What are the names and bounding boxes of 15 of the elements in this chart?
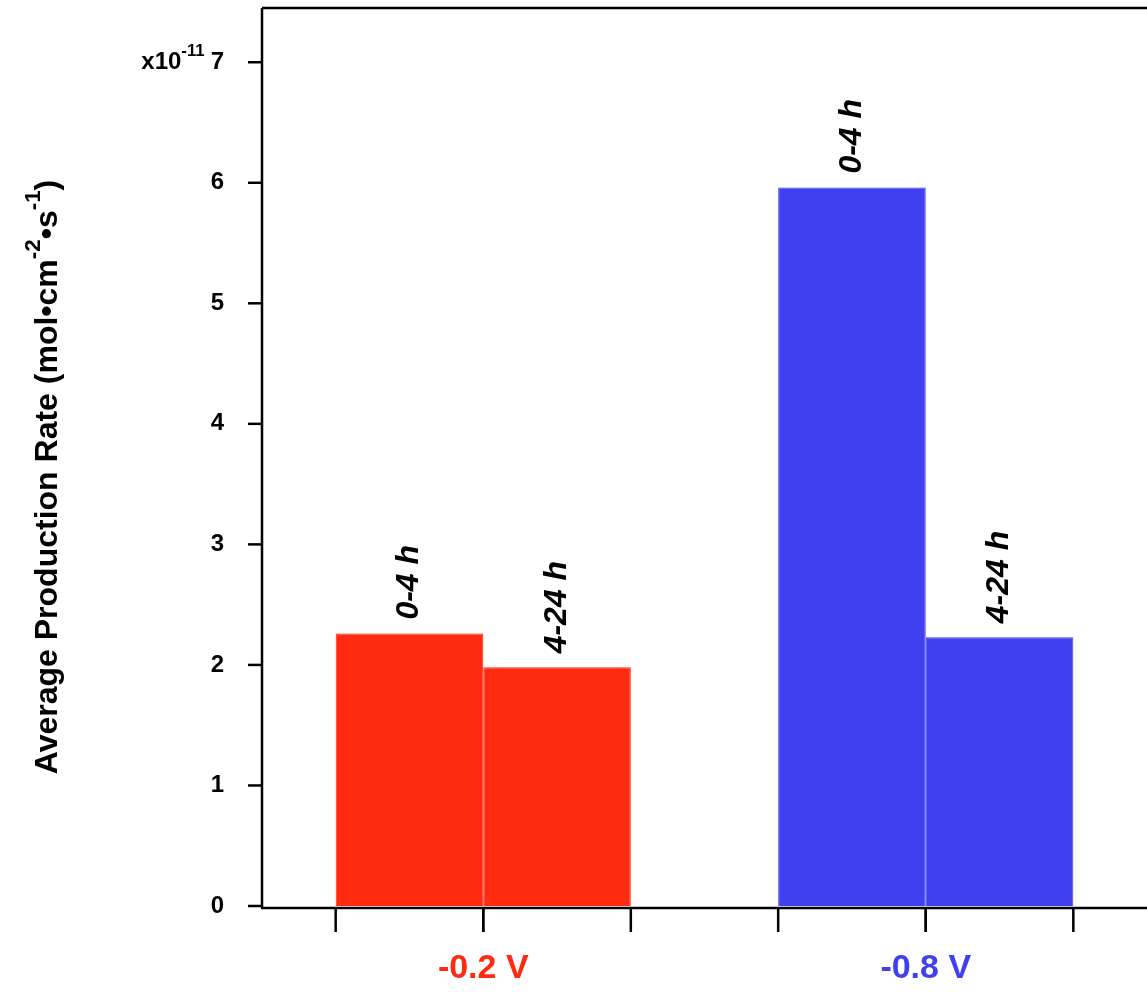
y-tick-label: 6 — [210, 167, 225, 195]
y-tick-label: 1 — [210, 770, 225, 798]
y-tick-label: 5 — [210, 287, 225, 315]
y-tick-label: 2 — [210, 649, 225, 677]
y-tick-label: 7 — [210, 46, 225, 74]
x-tick-label: -0.2 V — [437, 946, 529, 985]
text: 0-4 h — [831, 98, 868, 174]
text: 0-4 h — [389, 544, 426, 620]
x-tick-label: -0.8 V — [880, 946, 972, 985]
y-tick-label: 0 — [210, 890, 225, 918]
y-tick-label: 4 — [210, 408, 225, 436]
y-axis-title: Average Production Rate (mol•cm-2•s-1) — [19, 179, 64, 775]
text: 4-24 h — [536, 560, 573, 655]
text: 4-24 h — [979, 530, 1016, 624]
y-tick-label: 3 — [210, 529, 225, 557]
